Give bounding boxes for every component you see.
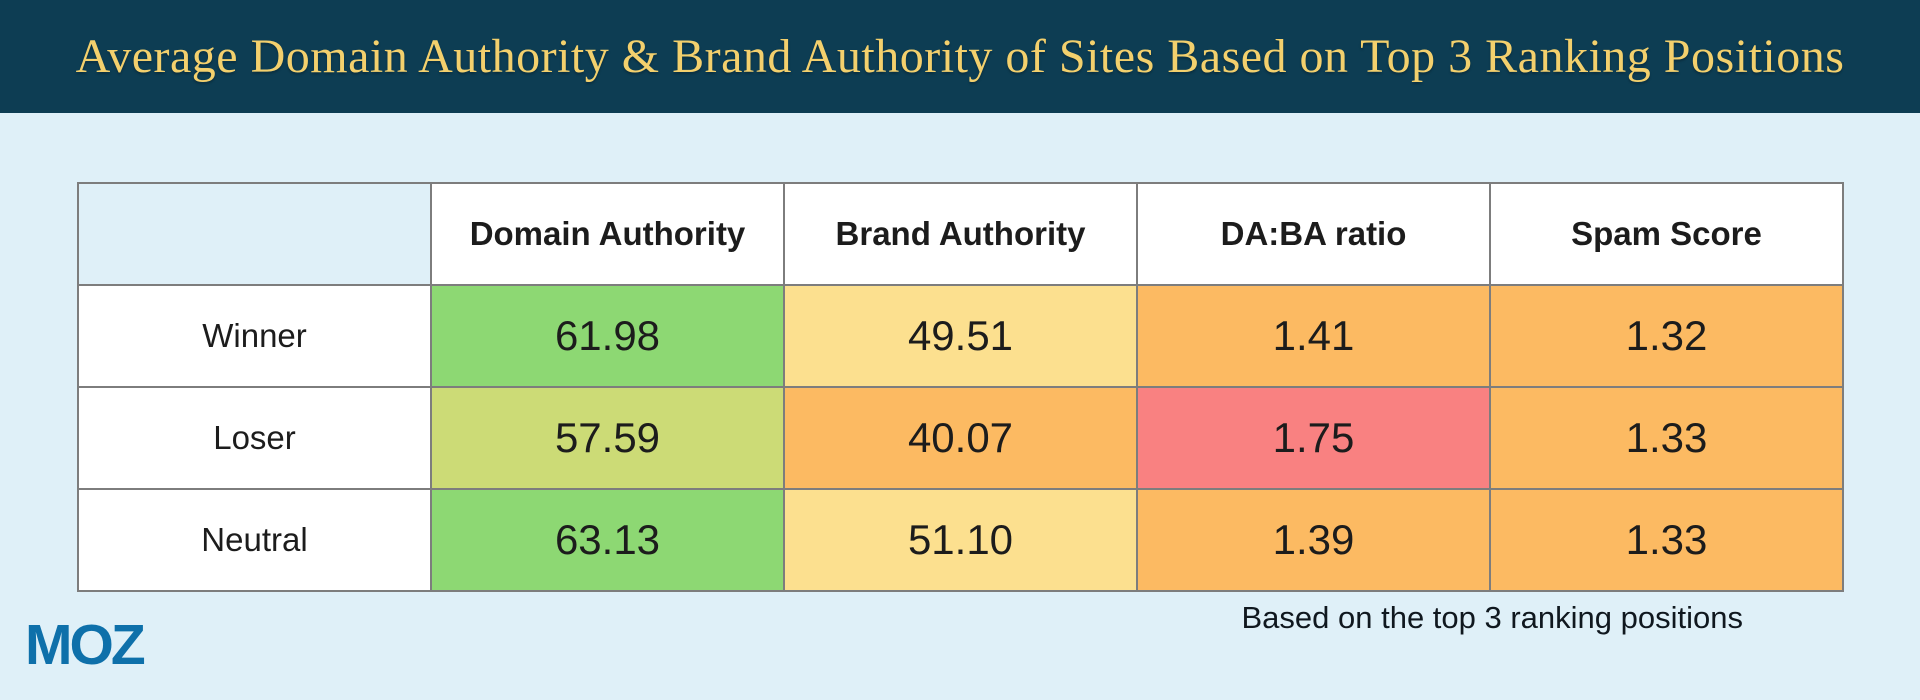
row-label-neutral: Neutral bbox=[77, 488, 432, 592]
cell-winner-brand-authority: 49.51 bbox=[783, 284, 1138, 388]
table-row-loser: Loser 57.59 40.07 1.75 1.33 bbox=[77, 386, 1844, 490]
cell-neutral-domain-authority: 63.13 bbox=[430, 488, 785, 592]
row-label-winner: Winner bbox=[77, 284, 432, 388]
row-label-loser: Loser bbox=[77, 386, 432, 490]
cell-loser-domain-authority: 57.59 bbox=[430, 386, 785, 490]
page-title: Average Domain Authority & Brand Authori… bbox=[75, 30, 1845, 83]
column-header-daba-ratio: DA:BA ratio bbox=[1136, 182, 1491, 286]
cell-neutral-brand-authority: 51.10 bbox=[783, 488, 1138, 592]
table-header-row: Domain Authority Brand Authority DA:BA r… bbox=[77, 182, 1844, 286]
cell-loser-daba-ratio: 1.75 bbox=[1136, 386, 1491, 490]
cell-neutral-daba-ratio: 1.39 bbox=[1136, 488, 1491, 592]
cell-winner-spam-score: 1.32 bbox=[1489, 284, 1844, 388]
moz-logo: MOZ bbox=[25, 613, 146, 677]
table-corner-cell bbox=[77, 182, 432, 286]
cell-loser-spam-score: 1.33 bbox=[1489, 386, 1844, 490]
title-bar: Average Domain Authority & Brand Authori… bbox=[0, 0, 1920, 113]
footnote: Based on the top 3 ranking positions bbox=[1241, 600, 1743, 635]
authority-table: Domain Authority Brand Authority DA:BA r… bbox=[77, 182, 1844, 592]
table-row-winner: Winner 61.98 49.51 1.41 1.32 bbox=[77, 284, 1844, 388]
column-header-spam-score: Spam Score bbox=[1489, 182, 1844, 286]
column-header-domain-authority: Domain Authority bbox=[430, 182, 785, 286]
cell-neutral-spam-score: 1.33 bbox=[1489, 488, 1844, 592]
cell-winner-domain-authority: 61.98 bbox=[430, 284, 785, 388]
table-row-neutral: Neutral 63.13 51.10 1.39 1.33 bbox=[77, 488, 1844, 592]
column-header-brand-authority: Brand Authority bbox=[783, 182, 1138, 286]
cell-loser-brand-authority: 40.07 bbox=[783, 386, 1138, 490]
cell-winner-daba-ratio: 1.41 bbox=[1136, 284, 1491, 388]
